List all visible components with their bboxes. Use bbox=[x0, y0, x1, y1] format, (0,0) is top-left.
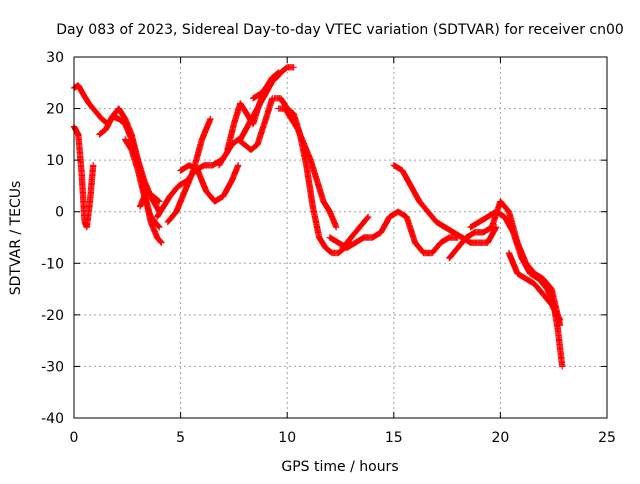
data-point-markers bbox=[467, 208, 566, 370]
data-point-markers bbox=[249, 64, 297, 102]
x-axis-label: GPS time / hours bbox=[281, 459, 398, 475]
data-series bbox=[505, 249, 564, 324]
data-series bbox=[339, 213, 372, 251]
data-point-markers bbox=[136, 187, 163, 210]
plot-frame bbox=[73, 56, 608, 419]
data-series bbox=[467, 208, 566, 370]
data-point-markers bbox=[177, 162, 242, 205]
data-series bbox=[136, 187, 163, 210]
y-tick-label: -30 bbox=[41, 359, 64, 375]
x-tick-label: 10 bbox=[278, 430, 296, 446]
data-point-markers bbox=[275, 105, 340, 231]
chart-title: Day 083 of 2023, Sidereal Day-to-day VTE… bbox=[56, 22, 624, 38]
data-series bbox=[275, 105, 340, 231]
data-series bbox=[96, 113, 163, 215]
data-series bbox=[249, 64, 297, 102]
x-tick-label: 20 bbox=[491, 430, 509, 446]
x-tick-label: 25 bbox=[598, 430, 616, 446]
data-series bbox=[177, 162, 242, 205]
data-point-markers bbox=[339, 213, 372, 251]
data-point-markers bbox=[505, 249, 564, 324]
y-tick-label: 20 bbox=[46, 102, 64, 118]
x-tick-label: 15 bbox=[385, 430, 403, 446]
data-point-markers bbox=[96, 113, 163, 215]
y-tick-label: 30 bbox=[46, 50, 64, 66]
y-tick-label: -10 bbox=[41, 256, 64, 272]
grid-lines bbox=[74, 57, 607, 418]
y-tick-label: 0 bbox=[55, 205, 64, 221]
data-points bbox=[70, 64, 566, 370]
x-tick-label: 0 bbox=[70, 430, 79, 446]
data-series bbox=[390, 162, 500, 246]
y-tick-label: -40 bbox=[41, 411, 64, 427]
y-tick-label: -20 bbox=[41, 308, 64, 324]
y-tick-label: 10 bbox=[46, 153, 64, 169]
y-axis-label: SDTVAR / TECUs bbox=[8, 181, 24, 296]
x-tick-label: 5 bbox=[176, 430, 185, 446]
data-point-markers bbox=[390, 162, 500, 246]
axis-ticks: 0 5 10 15 20 25 -40 -30 -20 -10 0 10 20 30 bbox=[41, 50, 616, 446]
